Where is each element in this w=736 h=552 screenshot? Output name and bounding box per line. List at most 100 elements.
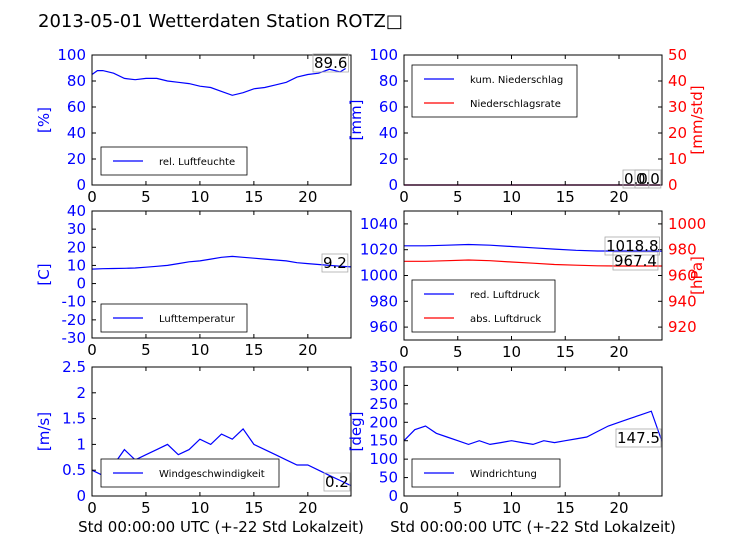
y-tick-label: 1.5 — [62, 410, 86, 428]
y-tick-label: 100 — [57, 46, 86, 64]
x-tick-label: 20 — [298, 341, 317, 359]
x-tick-label: 0 — [87, 188, 97, 206]
y-tick-label: 1000 — [360, 267, 398, 285]
series-line-winddir-0 — [403, 410, 663, 446]
legend-label: rel. Luftfeuchte — [159, 157, 235, 168]
y-tick-label: 0.5 — [62, 461, 86, 479]
x-tick-label: 10 — [190, 499, 209, 517]
plot-frame-winddir — [403, 366, 663, 497]
y-tick-label: 100 — [369, 46, 398, 64]
y2-axis-label: [hPa] — [688, 256, 706, 295]
x-tick-label: 0 — [87, 341, 97, 359]
y2-axis-label: [mm/std] — [688, 85, 706, 154]
value-annotation: 147.5 — [617, 429, 660, 447]
x-tick-label: 15 — [244, 341, 263, 359]
annotation-box — [634, 169, 662, 189]
x-tick-label: 15 — [556, 188, 575, 206]
y2-tick-label: 30 — [668, 98, 687, 116]
x-tick-label: 0 — [399, 188, 409, 206]
series-line-humidity-0 — [91, 67, 346, 96]
chart-panel-temp: 0 5 10 15 20-30-20-10010203040[C]Lufttempera… — [35, 202, 352, 359]
annotation-box — [604, 236, 660, 256]
y-tick-label: 200 — [369, 413, 398, 431]
x-tick-label: 5 — [141, 188, 151, 206]
y2-tick-label: 0 — [668, 176, 678, 194]
y-tick-label: 0 — [388, 176, 398, 194]
y-tick-label: 100 — [369, 450, 398, 468]
x-tick-label: 15 — [556, 343, 575, 361]
x-tick-label: 0 — [87, 499, 97, 517]
y-axis-label: [deg] — [347, 412, 365, 452]
y-tick-label: 1040 — [360, 215, 398, 233]
x-tick-label: 5 — [453, 343, 463, 361]
series-line-temp-0 — [91, 255, 352, 270]
y-tick-label: 0 — [76, 487, 86, 505]
y-tick-label: 40 — [379, 124, 398, 142]
y-tick-label: 10 — [67, 256, 86, 274]
value-annotation: 89.6 — [314, 54, 347, 72]
y2-tick-label: 920 — [668, 318, 697, 336]
value-annotation: 0.0 — [624, 170, 648, 188]
value-annotation: 0.2 — [325, 473, 349, 491]
legend-box — [411, 64, 578, 118]
x-tick-label: 20 — [298, 499, 317, 517]
chart-panel-pressure: 0 5 10 15 20 960 980 1000 1020 1040 920 940 960 980 10… — [360, 210, 706, 361]
x-tick-label: 20 — [609, 343, 628, 361]
plot-frame-temp — [91, 210, 352, 339]
y-tick-label: 60 — [67, 98, 86, 116]
x-tick-label: 5 — [453, 499, 463, 517]
x-tick-label: 10 — [190, 188, 209, 206]
y-tick-label: 300 — [369, 376, 398, 394]
y-tick-label: 1 — [76, 435, 86, 453]
legend-box — [411, 279, 556, 333]
legend-label: Lufttemperatur — [159, 314, 236, 325]
y-tick-label: 40 — [67, 124, 86, 142]
y-tick-label: 0 — [76, 176, 86, 194]
y-tick-label: -20 — [62, 311, 87, 329]
x-tick-label: 10 — [502, 499, 521, 517]
annotation-box — [312, 53, 349, 73]
y-axis-label: [m/s] — [35, 412, 53, 451]
y-tick-label: 20 — [379, 150, 398, 168]
y-tick-label: 40 — [67, 202, 86, 220]
y-tick-label: 980 — [369, 292, 398, 310]
legend-label: red. Luftdruck — [470, 290, 540, 301]
y-tick-label: 150 — [369, 432, 398, 450]
y2-tick-label: 50 — [668, 46, 687, 64]
y-tick-label: 80 — [379, 72, 398, 90]
y-axis-label: [mm] — [347, 100, 365, 141]
y-tick-label: -30 — [62, 329, 87, 347]
x-axis-label-right: Std 00:00:00 UTC (+-22 Std Lokalzeit) — [390, 518, 676, 536]
x-tick-label: 0 — [399, 343, 409, 361]
x-tick-label: 0 — [399, 499, 409, 517]
y-tick-label: 50 — [379, 469, 398, 487]
legend-label: kum. Niederschlag — [470, 75, 563, 86]
x-tick-label: 20 — [298, 188, 317, 206]
x-tick-label: 10 — [190, 341, 209, 359]
y-tick-label: 0 — [388, 487, 398, 505]
value-annotation: 0.0 — [636, 170, 660, 188]
x-tick-label: 20 — [609, 499, 628, 517]
chart-panel-humidity: 0 5 10 15 20 0 20 40 60 80 100 [%] rel. Luftfeuchte 8… — [35, 46, 352, 206]
series-line-pressure-1 — [404, 259, 662, 267]
y2-tick-label: 20 — [668, 124, 687, 142]
series-line-pressure-0 — [404, 243, 663, 252]
y-axis-label: [C] — [35, 263, 53, 285]
y2-tick-label: 10 — [668, 150, 687, 168]
y-axis-label: [%] — [35, 107, 53, 133]
plot-frame-precip — [403, 54, 663, 186]
y-tick-label: -10 — [62, 293, 87, 311]
value-annotation: 1018.8 — [606, 237, 659, 255]
annotation-box — [615, 428, 662, 448]
x-axis-label-left: Std 00:00:00 UTC (+-22 Std Lokalzeit) — [78, 518, 364, 536]
y-tick-label: 350 — [369, 358, 398, 376]
x-tick-label: 15 — [244, 188, 263, 206]
y-tick-label: 20 — [67, 150, 86, 168]
x-tick-label: 10 — [502, 188, 521, 206]
legend-label: Windgeschwindigkeit — [159, 469, 265, 480]
y-tick-label: 2.5 — [62, 358, 86, 376]
x-tick-label: 10 — [502, 343, 521, 361]
y2-tick-label: 940 — [668, 292, 697, 310]
y2-tick-label: 40 — [668, 72, 687, 90]
